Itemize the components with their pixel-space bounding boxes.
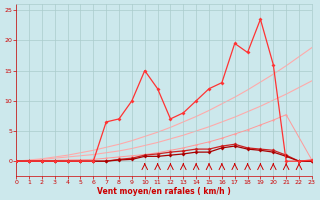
X-axis label: Vent moyen/en rafales ( km/h ): Vent moyen/en rafales ( km/h ) <box>97 187 231 196</box>
